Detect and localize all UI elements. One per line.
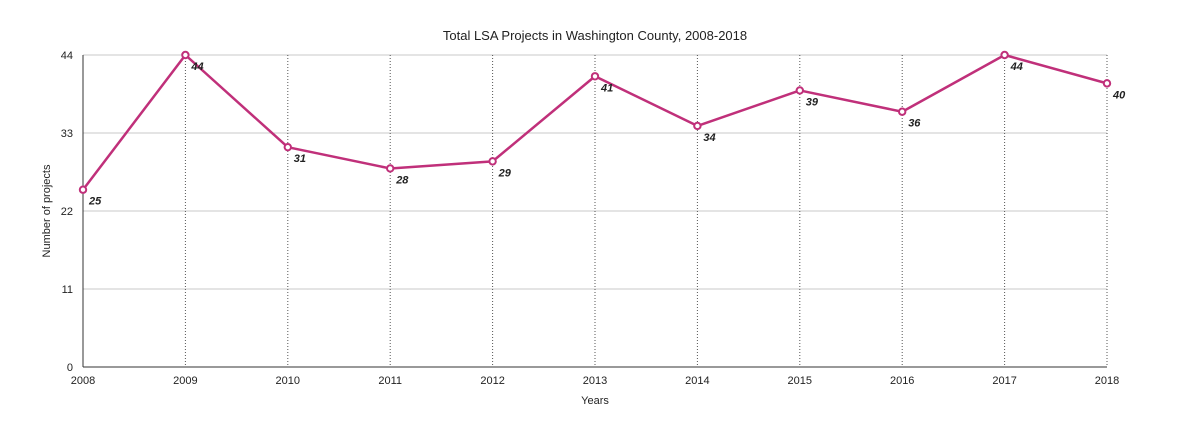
x-tick-label: 2011 (378, 375, 402, 387)
data-labels: 25 44 31 28 29 41 34 39 36 44 40 (88, 61, 1126, 208)
data-label: 29 (498, 167, 512, 179)
data-point (78, 185, 88, 194)
data-label: 28 (395, 174, 409, 186)
data-label: 36 (908, 118, 921, 130)
data-point (795, 86, 804, 95)
data-point (1000, 50, 1009, 60)
chart-title: Total LSA Projects in Washington County,… (443, 28, 747, 43)
x-tick-label: 2014 (685, 375, 709, 387)
y-tick-label: 0 (67, 362, 73, 374)
data-point (181, 50, 190, 60)
x-tick-label: 2015 (788, 375, 812, 387)
x-tick-label: 2013 (583, 375, 607, 387)
y-tick-label: 11 (62, 284, 73, 296)
data-label: 44 (190, 61, 203, 73)
x-tick-label: 2009 (173, 375, 197, 387)
data-point (488, 157, 497, 166)
data-point (1102, 79, 1112, 88)
y-tick-label: 22 (61, 206, 73, 218)
x-tick-label: 2018 (1095, 375, 1119, 387)
data-point (898, 107, 907, 116)
data-label: 41 (600, 82, 613, 94)
x-tick-label: 2016 (890, 375, 914, 387)
x-tick-label: 2017 (992, 375, 1016, 387)
data-label: 44 (1010, 61, 1023, 73)
data-label: 39 (806, 96, 819, 108)
x-tick-label: 2012 (480, 375, 504, 387)
x-axis-label: Years (581, 395, 609, 407)
series-group (78, 50, 1112, 194)
y-tick-label: 44 (61, 50, 73, 62)
x-tick-label: 2010 (276, 375, 300, 387)
data-label: 40 (1112, 89, 1126, 101)
data-point (693, 121, 702, 131)
data-point (590, 72, 600, 81)
data-label: 31 (294, 153, 306, 165)
data-label: 25 (88, 196, 102, 208)
data-label: 34 (703, 132, 715, 144)
data-point (386, 164, 395, 173)
tick-labels: 0 11 22 33 44 2008 2009 2010 2011 2012 2013 2014 201… (61, 50, 1119, 387)
data-point (283, 142, 292, 152)
y-tick-label: 33 (61, 128, 73, 140)
y-axis-label: Number of projects (41, 164, 53, 257)
grid (83, 54, 1108, 367)
x-tick-label: 2008 (71, 375, 95, 387)
axes (82, 55, 1107, 368)
